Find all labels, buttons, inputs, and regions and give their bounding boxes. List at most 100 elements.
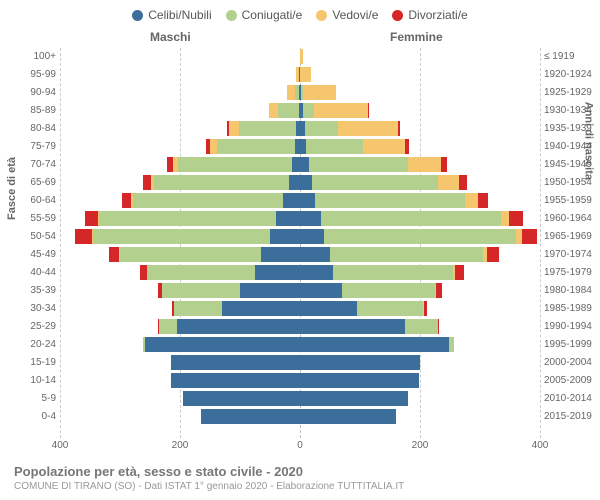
bar-female <box>300 139 409 154</box>
birth-year-label: 1955-1959 <box>544 192 596 209</box>
bar-segment <box>240 283 300 298</box>
age-label: 65-69 <box>20 174 56 191</box>
legend-label: Divorziati/e <box>408 8 467 22</box>
bar-segment <box>314 103 368 118</box>
bar-male <box>206 139 300 154</box>
birth-year-label: 1950-1954 <box>544 174 596 191</box>
bar-segment <box>178 157 292 172</box>
bar-segment <box>93 229 270 244</box>
bar-male <box>227 121 300 136</box>
bar-segment <box>300 391 408 406</box>
birth-year-label: 1960-1964 <box>544 210 596 227</box>
bar-male <box>183 391 300 406</box>
bar-segment <box>300 319 405 334</box>
age-label: 85-89 <box>20 102 56 119</box>
age-label: 30-34 <box>20 300 56 317</box>
birth-year-label: 2010-2014 <box>544 390 596 407</box>
bar-segment <box>75 229 92 244</box>
age-row: 80-841935-1939 <box>60 120 540 137</box>
bar-segment <box>109 247 120 262</box>
bar-segment <box>300 355 420 370</box>
legend-item: Divorziati/e <box>392 8 467 22</box>
bar-segment <box>522 229 537 244</box>
bar-segment <box>85 211 98 226</box>
bar-segment <box>300 67 311 82</box>
population-pyramid-chart: Celibi/NubiliConiugati/eVedovi/eDivorzia… <box>0 0 600 500</box>
bar-segment <box>300 337 449 352</box>
bar-male <box>143 337 300 352</box>
birth-year-label: 1930-1934 <box>544 102 596 119</box>
bar-female <box>300 211 523 226</box>
bar-female <box>300 283 442 298</box>
bar-segment <box>300 175 312 190</box>
age-label: 60-64 <box>20 192 56 209</box>
chart-footer: Popolazione per età, sesso e stato civil… <box>14 464 586 492</box>
bar-segment <box>405 319 438 334</box>
age-row: 15-192000-2004 <box>60 354 540 371</box>
bar-segment <box>287 85 294 100</box>
bar-female <box>300 121 400 136</box>
bar-female <box>300 193 488 208</box>
age-row: 25-291990-1994 <box>60 318 540 335</box>
age-label: 90-94 <box>20 84 56 101</box>
bar-segment <box>145 337 300 352</box>
xaxis-tick-label: 200 <box>412 440 429 451</box>
bar-segment <box>333 265 453 280</box>
bar-segment <box>300 301 357 316</box>
age-label: 10-14 <box>20 372 56 389</box>
age-label: 70-74 <box>20 156 56 173</box>
bar-segment <box>201 409 300 424</box>
legend-swatch <box>226 10 237 21</box>
birth-year-label: 2015-2019 <box>544 408 596 425</box>
bar-segment <box>478 193 488 208</box>
age-row: 65-691950-1954 <box>60 174 540 191</box>
bar-male <box>140 265 300 280</box>
birth-year-label: 1995-1999 <box>544 336 596 353</box>
age-label: 45-49 <box>20 246 56 263</box>
bar-male <box>143 175 300 190</box>
bar-segment <box>303 103 314 118</box>
bar-female <box>300 229 537 244</box>
legend-item: Vedovi/e <box>316 8 378 22</box>
age-row: 5-92010-2014 <box>60 390 540 407</box>
bar-segment <box>162 283 240 298</box>
bar-segment <box>303 85 336 100</box>
bar-segment <box>300 409 396 424</box>
age-label: 15-19 <box>20 354 56 371</box>
bar-segment <box>147 265 255 280</box>
age-row: 10-142005-2009 <box>60 372 540 389</box>
plot-area: 4002000200400100+≤ 191995-991920-192490-… <box>60 48 540 438</box>
bar-segment <box>300 247 330 262</box>
bar-segment <box>276 211 300 226</box>
bar-segment <box>338 121 398 136</box>
bar-segment <box>363 139 405 154</box>
bar-segment <box>159 319 177 334</box>
bar-male <box>171 355 300 370</box>
bar-segment <box>174 301 222 316</box>
bar-female <box>300 355 420 370</box>
bar-segment <box>177 319 300 334</box>
birth-year-label: 2005-2009 <box>544 372 596 389</box>
footer-subtitle: COMUNE DI TIRANO (SO) - Dati ISTAT 1° ge… <box>14 481 586 492</box>
bar-male <box>158 283 300 298</box>
age-label: 100+ <box>20 48 56 65</box>
bar-male <box>269 103 300 118</box>
bar-segment <box>408 157 441 172</box>
bar-segment <box>300 157 309 172</box>
bar-female <box>300 373 419 388</box>
birth-year-label: ≤ 1919 <box>544 48 596 65</box>
age-label: 0-4 <box>20 408 56 425</box>
legend-item: Celibi/Nubili <box>132 8 211 22</box>
bar-female <box>300 409 396 424</box>
bar-segment <box>315 193 465 208</box>
age-row: 50-541965-1969 <box>60 228 540 245</box>
bar-segment <box>487 247 499 262</box>
bar-male <box>122 193 300 208</box>
age-row: 75-791940-1944 <box>60 138 540 155</box>
age-label: 40-44 <box>20 264 56 281</box>
bar-segment <box>261 247 300 262</box>
bar-segment <box>300 229 324 244</box>
bar-segment <box>239 121 296 136</box>
legend-swatch <box>316 10 327 21</box>
birth-year-label: 1985-1989 <box>544 300 596 317</box>
